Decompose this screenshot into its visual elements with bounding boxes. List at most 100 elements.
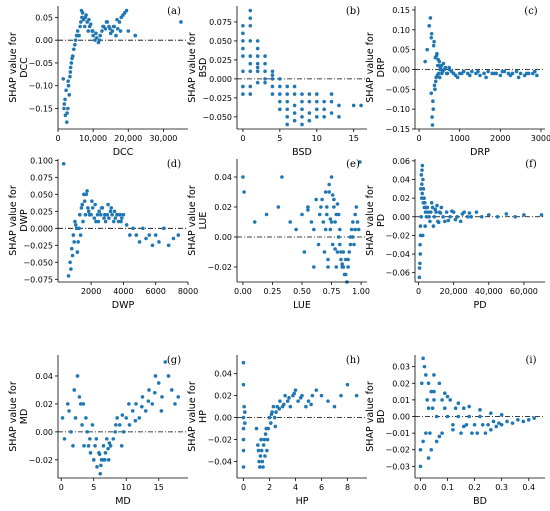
data-point (307, 118, 312, 123)
x-tick-label: 2000 (490, 134, 510, 143)
data-point (84, 416, 88, 420)
data-point (97, 38, 102, 42)
y-axis-label-line: LUE (198, 212, 209, 230)
data-point (79, 206, 84, 210)
data-point (420, 233, 425, 238)
data-point (285, 115, 290, 119)
data-point (430, 205, 435, 210)
data-point (418, 224, 423, 228)
data-point (285, 84, 290, 89)
data-point (317, 212, 322, 217)
data-point (298, 396, 303, 400)
x-tick-label: 10,000 (79, 134, 107, 143)
data-point (535, 73, 539, 78)
data-point (255, 39, 260, 43)
data-point (94, 36, 99, 40)
data-point (429, 35, 434, 40)
data-point (450, 209, 454, 213)
data-point (76, 240, 80, 244)
data-point (442, 391, 447, 396)
data-point (64, 88, 68, 93)
data-points (60, 360, 181, 476)
data-point (329, 220, 334, 224)
data-point (426, 406, 431, 410)
data-point (278, 84, 282, 89)
data-point (434, 439, 439, 444)
data-point (241, 46, 245, 51)
data-point (440, 431, 444, 435)
y-tick-label: 0.100 (30, 156, 53, 165)
data-point (119, 216, 124, 220)
data-point (341, 265, 346, 269)
data-point (140, 404, 144, 409)
data-point (435, 73, 440, 78)
data-point (332, 404, 337, 409)
y-tick-label: 0.10 (392, 26, 410, 35)
data-point (248, 8, 253, 13)
data-point (432, 214, 437, 219)
data-points (241, 8, 363, 127)
data-point (82, 199, 87, 203)
y-axis-label-line: SHAP value for (365, 32, 376, 103)
data-point (522, 213, 526, 217)
data-point (241, 465, 246, 469)
data-point (418, 464, 423, 469)
data-point (351, 103, 356, 108)
data-point (103, 458, 107, 462)
scatter-panel-bd: 0.0 0.1 0.2 0.3 0.4 −0.03 −0.02 −0.01 0.00 0.01 0.… (365, 355, 545, 507)
data-point (439, 205, 444, 210)
y-tick-label: −0.10 (28, 82, 53, 91)
data-point (153, 233, 158, 237)
panel-tag: (b) (346, 6, 360, 17)
data-point (90, 29, 95, 33)
data-point (147, 233, 152, 237)
data-point (476, 69, 480, 74)
data-point (327, 190, 331, 194)
data-point (259, 448, 264, 453)
data-point (340, 262, 344, 266)
data-point (330, 242, 335, 247)
data-point (451, 423, 455, 427)
data-point (322, 107, 326, 112)
data-point (417, 275, 422, 280)
data-point (353, 227, 357, 232)
data-point (263, 69, 267, 74)
data-point (348, 242, 353, 247)
y-tick-label: 0.06 (392, 157, 410, 166)
data-point (510, 421, 515, 425)
data-point (288, 404, 293, 409)
data-point (86, 209, 91, 214)
data-point (419, 381, 424, 386)
x-tick-label: 6000 (146, 287, 166, 296)
data-point (263, 77, 267, 81)
data-point (307, 111, 312, 115)
data-point (62, 106, 66, 111)
data-point (455, 75, 460, 80)
data-point (282, 402, 286, 407)
data-point (518, 71, 523, 76)
data-point (71, 233, 76, 237)
data-point (92, 216, 97, 220)
data-point (418, 261, 422, 266)
data-point (429, 389, 434, 394)
data-point (140, 395, 145, 399)
panel-tag: (h) (346, 355, 360, 366)
data-point (329, 175, 334, 179)
data-point (478, 73, 482, 78)
y-axis-label: SHAP value forPD (365, 185, 387, 256)
data-point (421, 356, 425, 361)
data-point (93, 202, 97, 207)
y-tick-label: 0.050 (209, 37, 232, 46)
data-point (69, 61, 74, 65)
x-tick-label: 15 (154, 483, 164, 492)
data-point (418, 252, 423, 256)
data-point (418, 447, 423, 452)
data-point (329, 111, 334, 115)
y-axis-label: SHAP value forDRP (365, 32, 387, 103)
data-point (98, 33, 102, 38)
data-point (489, 411, 493, 415)
data-point (526, 418, 531, 422)
data-point (72, 240, 76, 244)
y-axis-label-line: DWP (19, 209, 30, 232)
data-point (321, 220, 326, 224)
